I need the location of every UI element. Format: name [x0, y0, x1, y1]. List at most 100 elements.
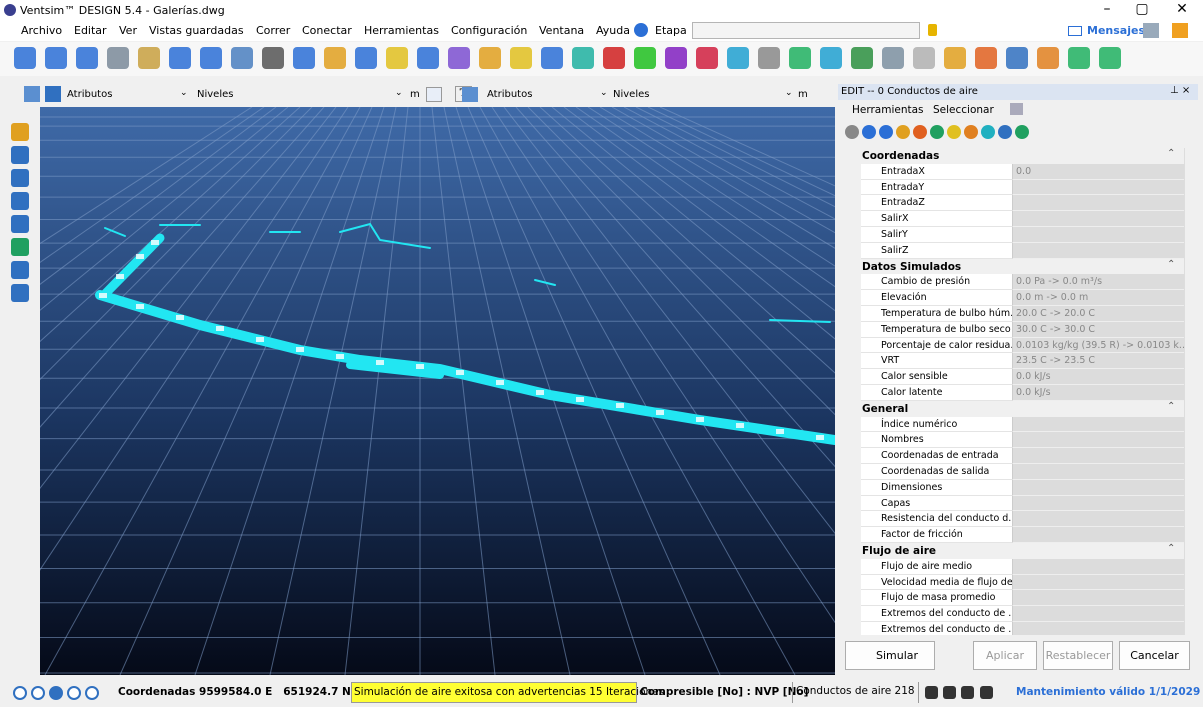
property-value[interactable] — [1012, 511, 1184, 527]
property-label[interactable]: Índice numérico — [861, 417, 1012, 433]
toolbar-button[interactable] — [231, 47, 253, 69]
window-maximize[interactable]: ▢ — [1130, 1, 1154, 17]
collapse-icon[interactable]: ⌃ — [1167, 401, 1175, 412]
toolbar-button[interactable] — [603, 47, 625, 69]
menu-item[interactable]: Editar — [74, 24, 107, 37]
toolbar-button[interactable] — [386, 47, 408, 69]
toolbar-button[interactable] — [14, 47, 36, 69]
toolbar-button[interactable] — [572, 47, 594, 69]
property-label[interactable]: SalirY — [861, 227, 1012, 243]
toolbar-button[interactable] — [45, 47, 67, 69]
side-tool[interactable] — [11, 238, 29, 256]
property-value[interactable] — [1012, 211, 1184, 227]
property-label[interactable]: SalirZ — [861, 243, 1012, 259]
panel-pin[interactable]: ⊥ × — [1170, 85, 1190, 96]
property-label[interactable]: Dimensiones — [861, 480, 1012, 496]
toolbar-button[interactable] — [1006, 47, 1028, 69]
status-icon[interactable] — [31, 686, 45, 700]
collapse-icon[interactable]: ⌃ — [1167, 543, 1175, 554]
property-value[interactable]: 20.0 C -> 20.0 C — [1012, 306, 1184, 322]
property-label[interactable]: Temperatura de bulbo húm... — [861, 306, 1012, 322]
menu-item[interactable]: Configuración — [451, 24, 527, 37]
property-value[interactable] — [1012, 622, 1184, 635]
side-tool[interactable] — [11, 123, 29, 141]
menu-item[interactable]: Archivo — [21, 24, 62, 37]
attr-dropdown[interactable]: Atributos — [487, 89, 532, 100]
property-value[interactable]: 30.0 C -> 30.0 C — [1012, 322, 1184, 338]
toolbar-button[interactable] — [107, 47, 129, 69]
side-tool[interactable] — [11, 284, 29, 302]
attr-dropdown[interactable]: Atributos — [67, 89, 112, 100]
side-tool[interactable] — [11, 169, 29, 187]
menu-item[interactable]: Herramientas — [364, 24, 439, 37]
toolbar-button[interactable] — [1068, 47, 1090, 69]
property-value[interactable] — [1012, 527, 1184, 543]
toolbar-button[interactable] — [355, 47, 377, 69]
collapse-icon[interactable]: ⌃ — [1167, 259, 1175, 270]
status-icon[interactable] — [67, 686, 81, 700]
toolbar-button[interactable] — [975, 47, 997, 69]
property-label[interactable]: Elevación — [861, 290, 1012, 306]
menu-item[interactable]: Correr — [256, 24, 290, 37]
window-close[interactable]: ✕ — [1170, 1, 1194, 17]
property-value[interactable]: 0.0103 kg/kg (39.5 R) -> 0.0103 k... — [1012, 338, 1184, 354]
toolbar-button[interactable] — [448, 47, 470, 69]
toolbar-button[interactable] — [417, 47, 439, 69]
property-label[interactable]: Temperatura de bulbo seco — [861, 322, 1012, 338]
property-label[interactable]: Extremos del conducto de ... — [861, 622, 1012, 635]
property-label[interactable]: Factor de fricción — [861, 527, 1012, 543]
property-label[interactable]: Flujo de masa promedio — [861, 590, 1012, 606]
panel-page-button[interactable] — [862, 125, 876, 139]
property-value[interactable] — [1012, 590, 1184, 606]
panel-page-button[interactable] — [964, 125, 978, 139]
viewport-3d[interactable] — [40, 107, 835, 675]
property-value[interactable] — [1012, 496, 1184, 512]
property-value[interactable] — [1012, 227, 1184, 243]
panel-page-button[interactable] — [981, 125, 995, 139]
panel-tab[interactable]: Herramientas — [852, 104, 924, 116]
property-label[interactable]: Calor sensible — [861, 369, 1012, 385]
property-value[interactable]: 0.0 — [1012, 164, 1184, 180]
property-label[interactable]: VRT — [861, 353, 1012, 369]
toolbar-button[interactable] — [541, 47, 563, 69]
toolbar-button[interactable] — [634, 47, 656, 69]
toolbar-button[interactable] — [665, 47, 687, 69]
property-value[interactable] — [1012, 195, 1184, 211]
toolbar-button[interactable] — [882, 47, 904, 69]
messages-button[interactable]: Mensajes — [1087, 24, 1145, 37]
toolbar-button[interactable] — [913, 47, 935, 69]
property-label[interactable]: Coordenadas de entrada — [861, 448, 1012, 464]
property-label[interactable]: EntradaX — [861, 164, 1012, 180]
property-value[interactable]: 0.0 kJ/s — [1012, 369, 1184, 385]
toolbar-button[interactable] — [944, 47, 966, 69]
property-value[interactable] — [1012, 480, 1184, 496]
toolbar-button[interactable] — [169, 47, 191, 69]
property-label[interactable]: EntradaZ — [861, 195, 1012, 211]
toolbar-button[interactable] — [820, 47, 842, 69]
property-value[interactable] — [1012, 417, 1184, 433]
menu-item[interactable]: Ventana — [539, 24, 584, 37]
side-tool[interactable] — [11, 261, 29, 279]
property-value[interactable] — [1012, 464, 1184, 480]
status-icon[interactable] — [49, 686, 63, 700]
property-label[interactable]: Extremos del conducto de ... — [861, 606, 1012, 622]
property-value[interactable] — [1012, 559, 1184, 575]
property-value[interactable] — [1012, 575, 1184, 591]
toolbar-button[interactable] — [696, 47, 718, 69]
property-value[interactable] — [1012, 180, 1184, 196]
property-label[interactable]: Nombres — [861, 432, 1012, 448]
window-minimize[interactable]: – — [1095, 1, 1119, 17]
toolbar-button[interactable] — [1037, 47, 1059, 69]
side-tool[interactable] — [11, 146, 29, 164]
menu-item[interactable]: Conectar — [302, 24, 352, 37]
property-label[interactable]: SalirX — [861, 211, 1012, 227]
menu-item[interactable]: Ver — [119, 24, 137, 37]
property-value[interactable] — [1012, 606, 1184, 622]
property-value[interactable] — [1012, 432, 1184, 448]
toolbar-button[interactable] — [727, 47, 749, 69]
property-value[interactable]: 23.5 C -> 23.5 C — [1012, 353, 1184, 369]
property-value[interactable]: 0.0 m -> 0.0 m — [1012, 290, 1184, 306]
toolbar-button[interactable] — [758, 47, 780, 69]
menu-item[interactable]: Ayuda — [596, 24, 630, 37]
levels-dropdown[interactable]: Niveles — [197, 89, 233, 100]
